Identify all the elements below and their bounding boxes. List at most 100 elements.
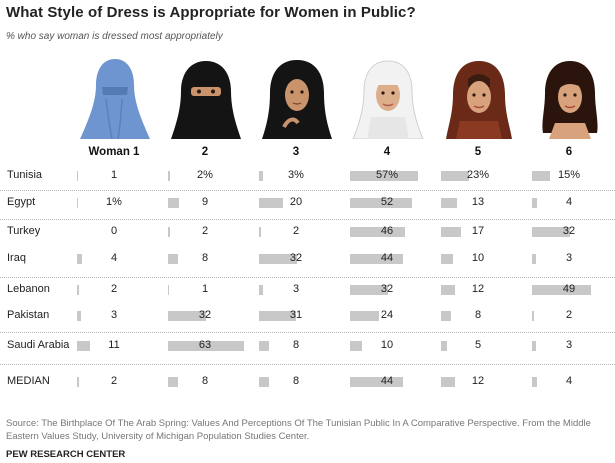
value-label: 44 [380, 375, 394, 387]
value-bar [532, 311, 535, 321]
value-label: 32 [380, 283, 394, 295]
value-label: 2 [110, 375, 118, 387]
value-bar [532, 341, 536, 351]
value-label: 1 [201, 283, 209, 295]
column-header: 6 [565, 146, 573, 158]
value-bar [441, 285, 456, 295]
value-bar [259, 198, 283, 208]
value-bar [532, 285, 591, 295]
value-bar [168, 227, 171, 237]
value-label: 9 [201, 196, 209, 208]
value-bar [168, 171, 171, 181]
row-label: Saudi Arabia [7, 339, 70, 351]
value-bar [259, 254, 298, 264]
value-bar [259, 311, 297, 321]
value-bar [350, 254, 403, 264]
value-label: 31 [289, 309, 303, 321]
column-header: 5 [474, 146, 482, 158]
value-bar [441, 341, 447, 351]
row-separator [0, 364, 615, 365]
value-label: 13 [471, 196, 485, 208]
value-label: 8 [474, 309, 482, 321]
value-bar [259, 377, 269, 387]
value-bar [168, 198, 179, 208]
chador-woman-icon [262, 60, 332, 139]
value-label: 3 [110, 309, 118, 321]
value-bar [168, 311, 207, 321]
value-bar [259, 227, 262, 237]
column-header: 3 [292, 146, 300, 158]
value-bar [441, 311, 451, 321]
value-bar [77, 285, 80, 295]
value-label: 8 [201, 252, 209, 264]
value-label: 10 [380, 339, 394, 351]
value-bar [350, 285, 389, 295]
loose-headscarf-woman-icon [446, 61, 512, 139]
value-bar [77, 311, 81, 321]
burqa-woman-icon [80, 59, 150, 139]
value-bar [77, 377, 80, 387]
value-label: 8 [201, 375, 209, 387]
value-bar [441, 171, 469, 181]
value-bar [441, 377, 456, 387]
uncovered-woman-icon [542, 61, 598, 139]
value-bar [168, 341, 244, 351]
value-label: 1% [106, 196, 122, 208]
value-label: 4 [565, 375, 573, 387]
value-bar [259, 171, 263, 181]
value-bar [77, 341, 91, 351]
value-bar [441, 227, 462, 237]
value-bar [77, 171, 79, 181]
column-header: 4 [383, 146, 391, 158]
value-label: 4 [110, 252, 118, 264]
value-label: 3% [288, 169, 304, 181]
chart-title: What Style of Dress is Appropriate for W… [6, 4, 416, 21]
value-label: 15% [557, 169, 581, 181]
value-label: 8 [292, 339, 300, 351]
row-label: Egypt [7, 196, 36, 208]
source-note: Source: The Birthplace Of The Arab Sprin… [6, 418, 591, 442]
row-label: MEDIAN [7, 375, 50, 387]
value-label: 2 [110, 283, 118, 295]
value-label: 32 [562, 225, 576, 237]
value-label: 12 [471, 375, 485, 387]
value-bar [350, 198, 413, 208]
value-label: 8 [292, 375, 300, 387]
value-label: 49 [562, 283, 576, 295]
value-label: 3 [565, 339, 573, 351]
value-bar [350, 341, 362, 351]
value-bar [532, 198, 537, 208]
value-label: 32 [198, 309, 212, 321]
value-label: 0 [110, 225, 118, 237]
row-separator [0, 332, 615, 333]
row-separator [0, 190, 615, 191]
value-bar [532, 377, 537, 387]
value-label: 3 [292, 283, 300, 295]
pew-research-center-logo: PEW RESEARCH CENTER [6, 449, 126, 460]
value-label: 10 [471, 252, 485, 264]
niqab-woman-icon [171, 61, 241, 139]
value-bar [441, 198, 457, 208]
value-bar [350, 227, 406, 237]
row-label: Pakistan [7, 309, 50, 321]
value-bar [168, 254, 178, 264]
column-header: Woman 1 [88, 146, 140, 158]
row-label: Lebanon [7, 283, 50, 295]
white-hijab-woman-icon [352, 60, 424, 139]
value-bar [441, 254, 453, 264]
value-label: 63 [198, 339, 212, 351]
value-label: 32 [289, 252, 303, 264]
value-bar [77, 198, 79, 208]
chart-subtitle: % who say woman is dressed most appropri… [6, 31, 223, 42]
value-label: 24 [380, 309, 394, 321]
row-separator [0, 277, 615, 278]
value-label: 2% [197, 169, 213, 181]
value-label: 5 [474, 339, 482, 351]
value-label: 2 [201, 225, 209, 237]
value-bar [532, 227, 571, 237]
value-bar [168, 377, 178, 387]
value-bar [350, 377, 403, 387]
row-label: Turkey [7, 225, 41, 237]
row-label: Tunisia [7, 169, 43, 181]
value-label: 57% [375, 169, 399, 181]
